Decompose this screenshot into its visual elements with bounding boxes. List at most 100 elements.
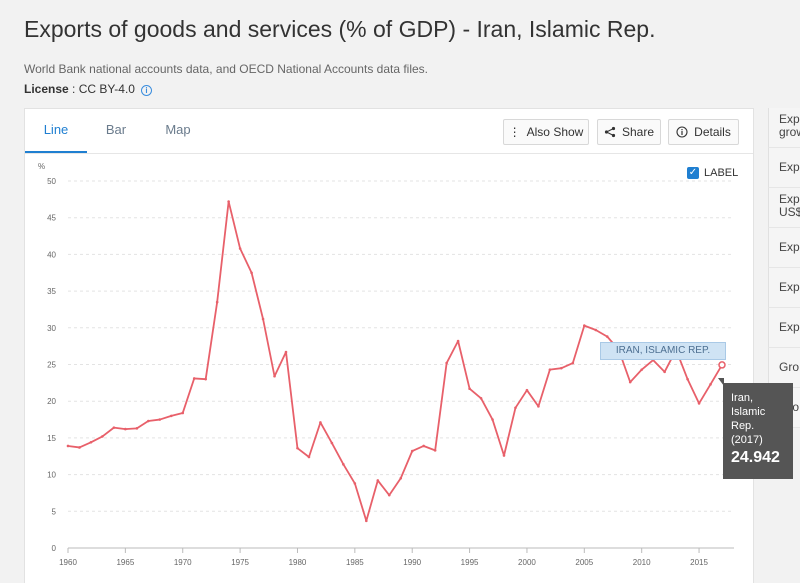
share-button[interactable]: Share <box>597 119 661 145</box>
y-tick-label: 15 <box>47 434 56 443</box>
data-point <box>101 435 104 438</box>
data-point <box>158 418 162 421</box>
data-point <box>686 377 689 381</box>
data-point <box>124 427 127 431</box>
data-point <box>468 387 471 391</box>
data-point <box>250 271 253 275</box>
tab-map[interactable]: Map <box>165 122 191 137</box>
related-item[interactable]: Exp <box>768 308 800 348</box>
label-toggle[interactable]: ✓ LABEL <box>687 167 738 179</box>
data-point <box>697 402 701 405</box>
data-point <box>307 455 311 459</box>
tooltip-value: 24.942 <box>731 449 780 466</box>
license-value: : CC BY-4.0 <box>68 82 135 96</box>
chart-tabs: Line Bar Map <box>25 109 211 153</box>
data-point <box>387 493 391 497</box>
share-label: Share <box>621 125 655 139</box>
data-point <box>376 479 380 482</box>
data-point <box>537 405 540 408</box>
data-point <box>628 380 632 384</box>
data-point <box>445 361 448 365</box>
data-point <box>66 444 70 448</box>
series-label-tag: IRAN, ISLAMIC REP. <box>600 342 726 360</box>
y-tick-label: 45 <box>47 214 56 223</box>
data-tooltip: Iran, Islamic Rep. (2017) 24.942 <box>723 383 793 479</box>
source-note: World Bank national accounts data, and O… <box>24 62 429 76</box>
related-item[interactable]: Exp <box>768 268 800 308</box>
data-point <box>227 200 230 203</box>
data-point <box>514 406 517 410</box>
data-point <box>594 328 598 332</box>
checkbox-checked-icon[interactable]: ✓ <box>687 167 699 179</box>
data-point <box>548 368 552 371</box>
x-tick-label: 1975 <box>231 558 249 567</box>
data-point <box>502 454 506 457</box>
x-tick-label: 1965 <box>116 558 134 567</box>
data-point <box>238 247 242 250</box>
tooltip-line: Rep. <box>731 420 755 432</box>
data-point <box>605 335 609 338</box>
data-point <box>433 449 437 452</box>
y-tick-label: 10 <box>47 471 56 480</box>
data-point <box>112 426 116 429</box>
data-point <box>410 449 414 453</box>
y-axis-label: % <box>38 162 45 171</box>
data-point <box>571 361 575 365</box>
related-item[interactable]: Exp <box>768 148 800 188</box>
more-vertical-icon: ⋮ <box>508 125 521 139</box>
y-tick-label: 20 <box>47 397 56 406</box>
data-point <box>525 388 529 392</box>
share-icon <box>604 126 616 138</box>
data-point <box>583 324 586 327</box>
also-show-button[interactable]: ⋮ Also Show <box>503 119 589 145</box>
data-point <box>342 463 345 466</box>
tooltip-line: (2017) <box>731 434 763 446</box>
license-line: License : CC BY-4.0 i <box>24 82 152 96</box>
x-tick-label: 2005 <box>575 558 593 567</box>
data-point <box>353 482 357 485</box>
data-point <box>640 368 643 371</box>
x-tick-label: 2000 <box>518 558 536 567</box>
page-title: Exports of goods and services (% of GDP)… <box>24 16 656 42</box>
x-tick-label: 1970 <box>174 558 192 567</box>
data-point <box>365 519 368 523</box>
details-button[interactable]: Details <box>668 119 739 145</box>
label-toggle-text: LABEL <box>704 167 739 179</box>
data-point <box>663 370 666 374</box>
data-point <box>456 339 460 343</box>
data-point <box>192 377 196 380</box>
data-point <box>560 366 563 370</box>
x-tick-label: 2015 <box>690 558 708 567</box>
also-show-label: Also Show <box>526 125 584 139</box>
data-point <box>169 414 173 418</box>
license-label: License <box>24 82 69 96</box>
y-tick-label: 5 <box>52 507 57 516</box>
data-point <box>89 441 93 444</box>
data-point <box>215 300 219 304</box>
y-tick-label: 50 <box>47 177 56 186</box>
y-tick-label: 25 <box>47 361 56 370</box>
x-tick-label: 2010 <box>633 558 651 567</box>
panel-divider <box>25 153 753 154</box>
related-item[interactable]: Exp <box>768 228 800 268</box>
details-label: Details <box>694 125 731 139</box>
related-item[interactable]: Gro <box>768 348 800 388</box>
x-tick-label: 1995 <box>461 558 479 567</box>
x-tick-label: 1980 <box>289 558 307 567</box>
series-line <box>67 200 723 522</box>
y-tick-label: 35 <box>47 287 56 296</box>
tab-bar[interactable]: Bar <box>105 122 127 137</box>
x-tick-label: 1990 <box>403 558 421 567</box>
tab-line[interactable]: Line <box>25 109 87 153</box>
tooltip-line: Islamic <box>731 406 766 418</box>
related-item[interactable]: Expgrow <box>768 108 800 148</box>
data-point <box>330 441 334 445</box>
info-icon[interactable]: i <box>140 85 152 96</box>
data-point <box>422 444 425 448</box>
data-point <box>479 396 483 400</box>
data-point <box>319 421 322 424</box>
